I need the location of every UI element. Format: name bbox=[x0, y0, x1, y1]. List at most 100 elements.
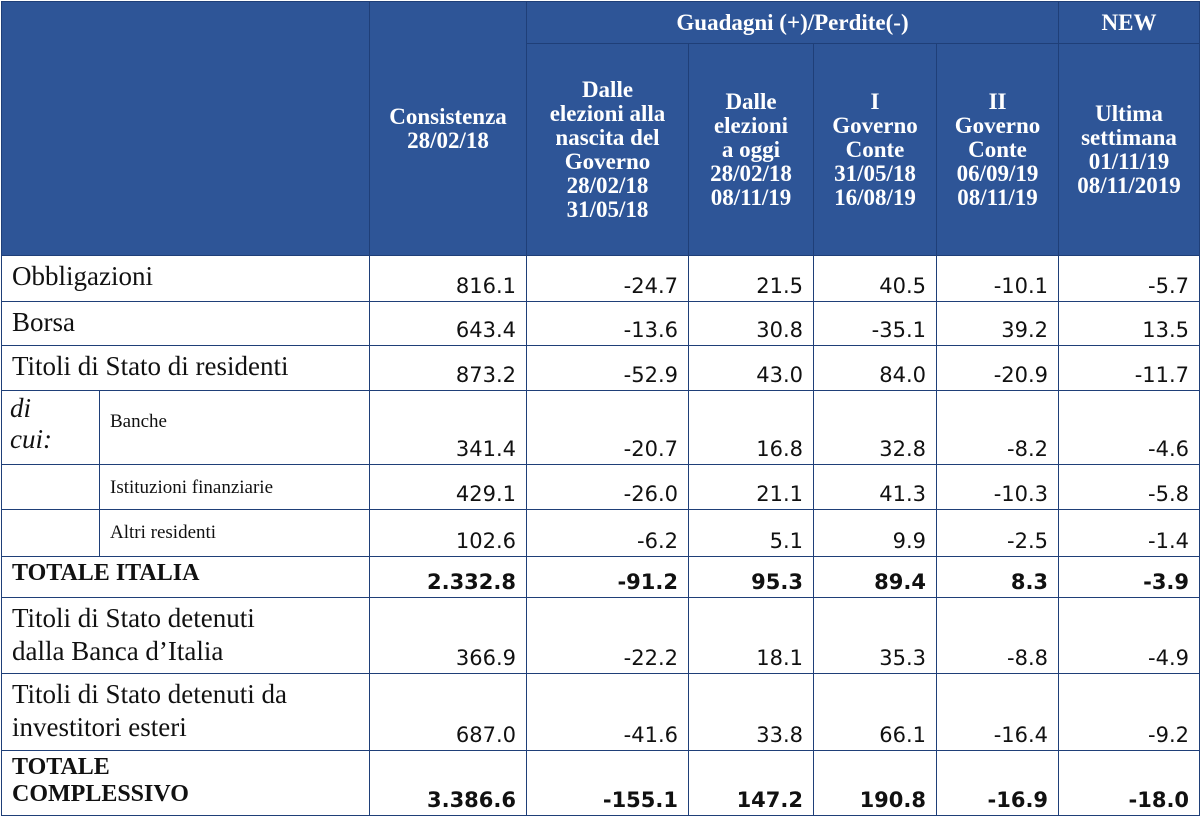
cell-value: 21.5 bbox=[688, 255, 814, 302]
cell-value: 95.3 bbox=[688, 556, 814, 598]
row-label: Titoli di Stato detenuti dalla Banca d’I… bbox=[1, 597, 370, 674]
header-line: Conte bbox=[845, 136, 905, 162]
header-line: Governo bbox=[832, 112, 918, 138]
cell-value: -155.1 bbox=[526, 750, 689, 816]
header-consistenza-line: 28/02/18 bbox=[407, 127, 489, 153]
header-line: 28/02/18 bbox=[566, 172, 649, 198]
header-line: settimana bbox=[1081, 124, 1177, 150]
cell-value: -20.9 bbox=[935, 345, 1060, 391]
cell-value: -24.7 bbox=[526, 255, 689, 302]
header-line: I bbox=[870, 88, 880, 114]
table-row: di cui: Banche 341.4 -20.7 16.8 32.8 -8.… bbox=[1, 390, 1200, 465]
cell-value: -5.8 bbox=[1058, 464, 1200, 510]
cell-value: 429.1 bbox=[369, 464, 527, 510]
cell-value: -1.4 bbox=[1058, 509, 1200, 557]
header-line: Dalle bbox=[581, 76, 634, 102]
row-prefix-empty bbox=[1, 464, 100, 510]
header-col-governo-conte-2: II Governo Conte 06/09/19 08/11/19 bbox=[935, 43, 1060, 256]
cell-value: 341.4 bbox=[369, 390, 527, 465]
cell-value: -6.2 bbox=[526, 509, 689, 557]
cell-value: 13.5 bbox=[1058, 301, 1200, 346]
cell-value: 5.1 bbox=[688, 509, 814, 557]
cell-value: 366.9 bbox=[369, 597, 527, 674]
header-line: 01/11/19 bbox=[1088, 148, 1170, 174]
cell-value: 40.5 bbox=[813, 255, 937, 302]
prefix-line: cui: bbox=[10, 424, 52, 454]
header-line: Dalle bbox=[725, 88, 777, 114]
cell-value: 89.4 bbox=[813, 556, 937, 598]
row-label-line: Titoli di Stato detenuti da bbox=[12, 679, 288, 709]
header-consistenza: Consistenza 28/02/18 bbox=[369, 1, 527, 256]
cell-value: -22.2 bbox=[526, 597, 689, 674]
header-line: Ultima bbox=[1095, 100, 1163, 126]
cell-value: 9.9 bbox=[813, 509, 937, 557]
table-row: Obbligazioni 816.1 -24.7 21.5 40.5 -10.1… bbox=[1, 255, 1200, 302]
cell-value: -91.2 bbox=[526, 556, 689, 598]
row-label: TOTALE COMPLESSIVO bbox=[1, 750, 370, 816]
table-row: Titoli di Stato detenuti dalla Banca d’I… bbox=[1, 597, 1200, 674]
cell-value: -8.2 bbox=[935, 390, 1060, 465]
data-table: Consistenza 28/02/18 Guadagni (+)/Perdit… bbox=[1, 1, 1200, 816]
cell-value: -35.1 bbox=[813, 301, 937, 346]
cell-value: -10.1 bbox=[935, 255, 1060, 302]
cell-value: -13.6 bbox=[526, 301, 689, 346]
header-line: elezioni bbox=[713, 112, 789, 138]
cell-value: -10.3 bbox=[935, 464, 1060, 510]
header-line: 31/05/18 bbox=[566, 196, 649, 222]
header-line: 16/08/19 bbox=[834, 184, 916, 210]
row-label-line: investitori esteri bbox=[12, 712, 187, 742]
header-line: Governo bbox=[564, 148, 651, 174]
header-consistenza-line: Consistenza bbox=[389, 103, 507, 129]
row-label: Istituzioni finanziarie bbox=[99, 464, 370, 510]
cell-value: -2.5 bbox=[935, 509, 1060, 557]
cell-value: -52.9 bbox=[526, 345, 689, 391]
table-row: Titoli di Stato di residenti 873.2 -52.9… bbox=[1, 345, 1200, 391]
cell-value: 84.0 bbox=[813, 345, 937, 391]
cell-value: -16.4 bbox=[935, 673, 1060, 751]
row-label-line: COMPLESSIVO bbox=[12, 781, 189, 807]
row-label-line: dalla Banca d’Italia bbox=[12, 636, 224, 666]
header-line: 08/11/19 bbox=[710, 184, 792, 210]
row-prefix-empty bbox=[1, 509, 100, 557]
cell-value: 39.2 bbox=[935, 301, 1060, 346]
cell-value: 147.2 bbox=[688, 750, 814, 816]
header-new: NEW bbox=[1058, 1, 1200, 44]
cell-value: 687.0 bbox=[369, 673, 527, 751]
row-label: Obbligazioni bbox=[1, 255, 370, 302]
cell-value: 2.332.8 bbox=[369, 556, 527, 598]
row-label: Borsa bbox=[1, 301, 370, 346]
header-col-elezioni-nascita: Dalle elezioni alla nascita del Governo … bbox=[526, 43, 689, 256]
header-line: elezioni alla bbox=[549, 100, 666, 126]
table-row: Titoli di Stato detenuti da investitori … bbox=[1, 673, 1200, 751]
cell-value: 873.2 bbox=[369, 345, 527, 391]
cell-value: 41.3 bbox=[813, 464, 937, 510]
header-group-guadagni: Guadagni (+)/Perdite(-) bbox=[525, 1, 1060, 44]
cell-value: -16.9 bbox=[935, 750, 1060, 816]
header-line: 08/11/19 bbox=[957, 184, 1038, 210]
header-corner bbox=[1, 1, 370, 256]
header-line: 06/09/19 bbox=[956, 160, 1039, 186]
cell-value: 643.4 bbox=[369, 301, 527, 346]
cell-value: -3.9 bbox=[1058, 556, 1200, 598]
cell-value: 66.1 bbox=[813, 673, 937, 751]
row-label: Titoli di Stato di residenti bbox=[1, 345, 370, 391]
cell-value: 35.3 bbox=[813, 597, 937, 674]
cell-value: 16.8 bbox=[688, 390, 814, 465]
row-label-line: Titoli di Stato detenuti bbox=[12, 603, 255, 633]
cell-value: 18.1 bbox=[688, 597, 814, 674]
row-label: TOTALE ITALIA bbox=[1, 556, 370, 598]
row-label-line: TOTALE bbox=[12, 754, 110, 780]
cell-value: -8.8 bbox=[935, 597, 1060, 674]
cell-value: 3.386.6 bbox=[369, 750, 527, 816]
cell-value: 190.8 bbox=[813, 750, 937, 816]
cell-value: -26.0 bbox=[526, 464, 689, 510]
cell-value: 8.3 bbox=[935, 556, 1060, 598]
cell-value: -9.2 bbox=[1058, 673, 1200, 751]
row-label: Altri residenti bbox=[99, 509, 370, 557]
cell-value: -4.6 bbox=[1058, 390, 1200, 465]
prefix-line: di bbox=[10, 393, 32, 423]
header-line: 08/11/2019 bbox=[1077, 172, 1181, 198]
header-line: a oggi bbox=[721, 136, 781, 162]
cell-value: 33.8 bbox=[688, 673, 814, 751]
cell-value: -18.0 bbox=[1058, 750, 1200, 816]
